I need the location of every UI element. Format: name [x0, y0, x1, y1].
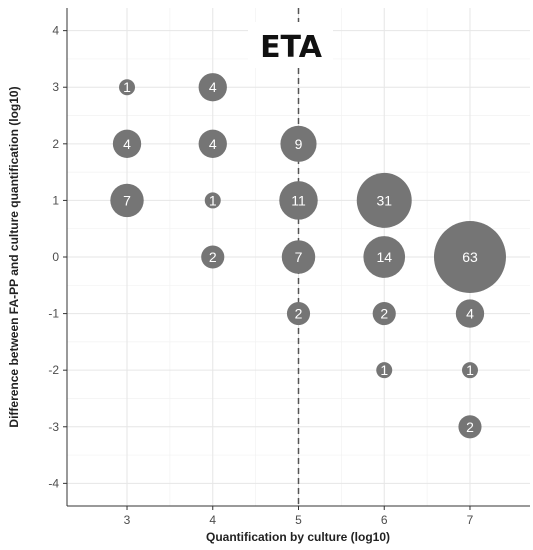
bubble [376, 362, 393, 379]
bubble [198, 129, 227, 158]
y-tick-label: 3 [52, 80, 59, 94]
y-tick-label: 2 [52, 137, 59, 151]
bubble [110, 183, 144, 218]
x-axis-title: Quantification by culture (log10) [206, 530, 390, 544]
bubble [372, 302, 396, 326]
bubble-label: 31 [376, 192, 392, 208]
bubble-label: 1 [466, 362, 474, 378]
bubble [433, 221, 506, 293]
bubble-label: 63 [462, 249, 478, 265]
bubble [112, 129, 142, 158]
y-tick-label: 4 [52, 24, 59, 38]
bubble-label: 11 [291, 192, 306, 208]
bubble [198, 73, 227, 102]
x-tick-label: 6 [381, 513, 388, 527]
bubble-label: 1 [123, 79, 131, 95]
axis-ticks: 3 4 5 6 7 -4 -3 -2 -1 0 1 2 3 4 [48, 24, 473, 527]
bubble [286, 302, 311, 326]
bubble-label: 9 [295, 136, 303, 152]
bubble-label: 2 [209, 249, 217, 265]
bubble-label: 2 [380, 306, 388, 322]
bubble-label: 2 [466, 419, 474, 435]
bubble-label: 7 [295, 249, 303, 265]
x-tick-label: 3 [124, 513, 131, 527]
bubble [204, 192, 221, 209]
y-tick-label: -2 [48, 363, 59, 377]
bubble [356, 172, 412, 228]
bubble-label: 4 [123, 136, 131, 152]
bubble-label: 1 [380, 362, 388, 378]
x-tick-label: 7 [467, 513, 474, 527]
bubble [201, 245, 225, 269]
bubble-label: 4 [209, 136, 217, 152]
bubble-label: 7 [123, 192, 131, 208]
y-tick-label: -1 [48, 307, 59, 321]
bubble [461, 362, 478, 379]
bubble [363, 236, 406, 278]
x-tick-label: 5 [295, 513, 302, 527]
bubble [280, 125, 317, 162]
bubble-label: 4 [209, 79, 217, 95]
title-background [248, 22, 333, 68]
y-tick-label: 0 [52, 250, 59, 264]
y-tick-label: 1 [52, 193, 59, 207]
bubble [119, 79, 136, 96]
y-axis-title: Difference between FA-PP and culture qua… [7, 86, 21, 427]
bubble [281, 240, 316, 274]
bubble [458, 415, 482, 439]
bubble-label: 4 [466, 306, 474, 322]
y-tick-label: -3 [48, 420, 59, 434]
x-tick-label: 4 [209, 513, 216, 527]
bubble [279, 181, 318, 220]
bubble-label: 1 [209, 192, 217, 208]
chart-title: ETA [260, 30, 323, 65]
bubble-label: 2 [295, 306, 303, 322]
y-tick-label: -4 [48, 476, 59, 490]
bubble-label: 14 [376, 249, 392, 265]
bubble [455, 299, 485, 328]
